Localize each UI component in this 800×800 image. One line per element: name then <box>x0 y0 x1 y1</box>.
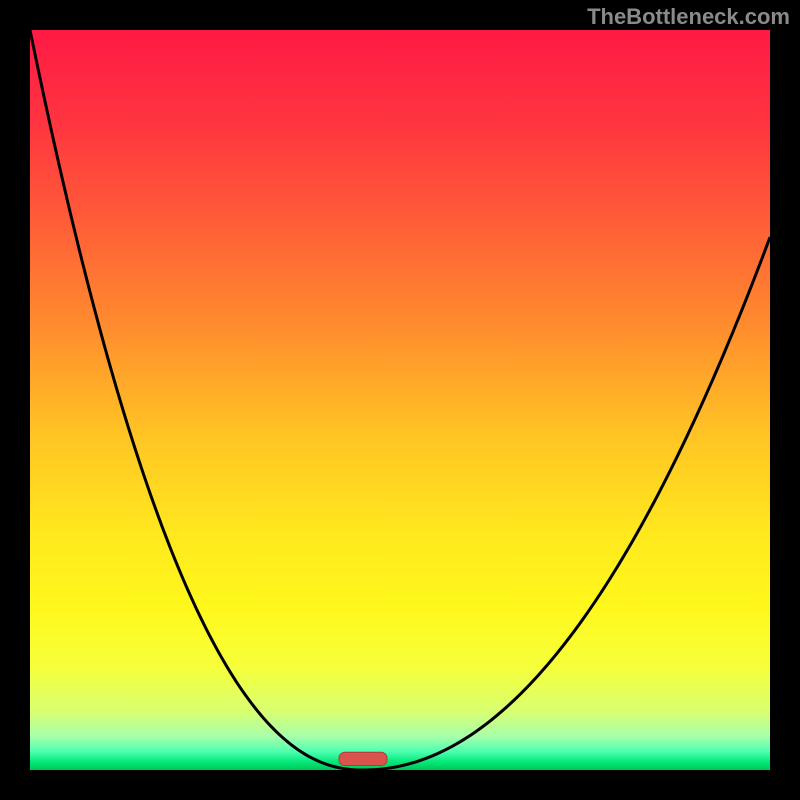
vertex-marker <box>339 752 387 765</box>
watermark-text: TheBottleneck.com <box>587 4 790 30</box>
bottleneck-chart <box>0 0 800 800</box>
plot-background <box>30 30 770 770</box>
